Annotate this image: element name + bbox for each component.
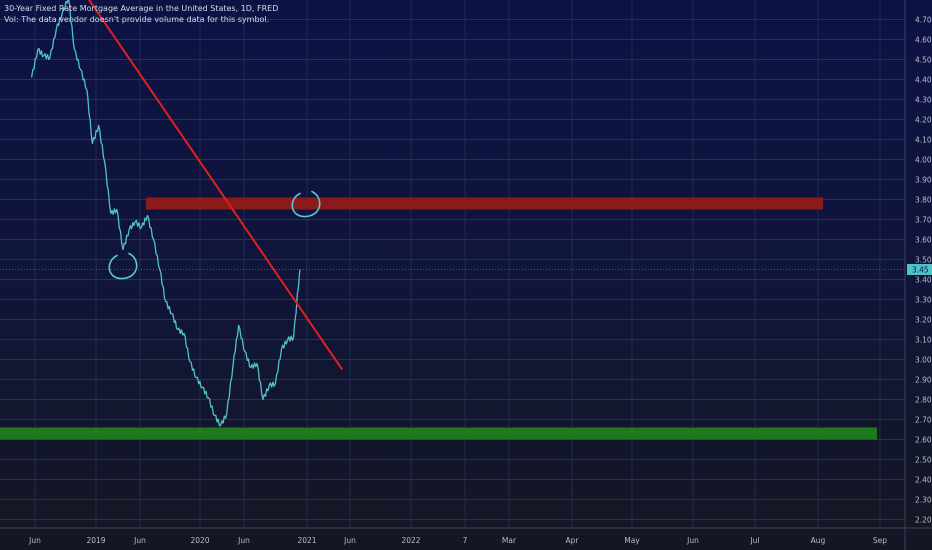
trendline — [87, 0, 344, 371]
y-tick-label: 3.30 — [915, 296, 932, 305]
x-tick-label: 2020 — [190, 536, 209, 545]
y-tick-label: 4.10 — [915, 136, 932, 145]
y-tick-label: 4.70 — [915, 16, 932, 25]
y-tick-label: 4.30 — [915, 96, 932, 105]
y-tick-label: 3.80 — [915, 196, 932, 205]
chart-subtitle: Vol: The data vendor doesn't provide vol… — [4, 15, 270, 24]
last-value-badge — [907, 264, 932, 275]
chart-title: 30-Year Fixed Rate Mortgage Average in t… — [4, 4, 279, 13]
x-tick-label: Sep — [873, 536, 887, 545]
annotation-circle — [108, 252, 138, 280]
resistance-band — [146, 197, 823, 210]
y-tick-label: 2.90 — [915, 376, 932, 385]
grid — [0, 0, 905, 528]
y-tick-label: 3.00 — [915, 356, 932, 365]
y-tick-label: 4.20 — [915, 116, 932, 125]
support-band — [0, 427, 877, 440]
x-tick-label: Apr — [566, 536, 580, 545]
y-tick-labels: 4.70 4.60 4.50 4.40 4.30 4.20 4.10 4.00 3.90 3.80… — [915, 16, 932, 525]
y-tick-label: 3.60 — [915, 236, 932, 245]
y-tick-label: 2.50 — [915, 456, 932, 465]
annotation-circle — [291, 190, 321, 218]
y-tick-label: 3.10 — [915, 336, 932, 345]
x-tick-label: Jul — [749, 536, 759, 545]
y-tick-label: 2.70 — [915, 416, 932, 425]
y-tick-label: 4.60 — [915, 36, 932, 45]
x-tick-label: Mar — [502, 536, 517, 545]
x-tick-label: 2021 — [297, 536, 316, 545]
x-tick-label: Jun — [343, 536, 356, 545]
y-tick-label: 2.30 — [915, 496, 932, 505]
x-tick-label: Jun — [133, 536, 146, 545]
x-tick-label: May — [624, 536, 640, 545]
y-tick-label: 2.80 — [915, 396, 932, 405]
y-tick-label: 2.20 — [915, 516, 932, 525]
y-tick-label: 2.40 — [915, 476, 932, 485]
y-tick-label: 4.40 — [915, 76, 932, 85]
x-tick-label: 2022 — [401, 536, 420, 545]
x-tick-label: Jun — [237, 536, 250, 545]
y-tick-label: 4.00 — [915, 156, 932, 165]
y-tick-label: 2.60 — [915, 436, 932, 445]
y-tick-label: 3.50 — [915, 256, 932, 265]
x-tick-label: 7 — [463, 536, 468, 545]
y-tick-label: 3.40 — [915, 276, 932, 285]
y-tick-label: 4.50 — [915, 56, 932, 65]
price-series-line — [30, 0, 301, 427]
x-tick-label: Jun — [686, 536, 699, 545]
x-tick-label: Jun — [28, 536, 41, 545]
x-tick-label: Aug — [811, 536, 826, 545]
x-tick-label: 2019 — [86, 536, 105, 545]
x-tick-labels: Jun 2019 Jun 2020 Jun 2021 Jun 2022 7 Mar Apr May Ju… — [28, 536, 887, 545]
y-tick-label: 3.90 — [915, 176, 932, 185]
y-tick-label: 3.20 — [915, 316, 932, 325]
y-tick-label: 3.70 — [915, 216, 932, 225]
last-value-label: 3.45 — [912, 266, 929, 275]
